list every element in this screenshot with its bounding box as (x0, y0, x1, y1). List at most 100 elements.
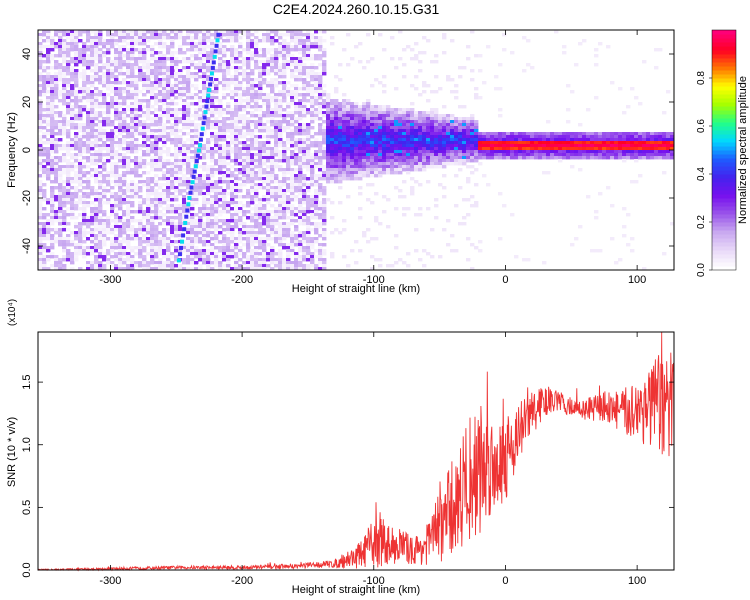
spectrogram-cell (142, 225, 147, 229)
spectrogram-cell (170, 252, 175, 256)
spectrogram-cell (286, 156, 291, 160)
spectrogram-cell (78, 75, 83, 79)
spectrogram-cell (302, 126, 307, 130)
spectrogram-cell (114, 126, 119, 130)
spectrogram-cell (78, 249, 83, 253)
spectrogram-cell (382, 159, 387, 163)
spectrogram-cell (322, 177, 327, 181)
spectrogram-cell (258, 108, 263, 112)
spectrogram-cell (110, 153, 115, 157)
spectrogram-cell (270, 39, 275, 43)
spectrogram-cell (94, 174, 99, 178)
spectrogram-cell (126, 123, 131, 127)
spectrogram-cell (218, 165, 223, 169)
spectrogram-cell (126, 213, 131, 217)
spectrogram-cell (38, 123, 43, 127)
spectrogram-cell (130, 216, 135, 220)
spectrogram-cell (374, 237, 379, 241)
spectrogram-cell (270, 99, 275, 103)
spectrogram-cell (278, 213, 283, 217)
spectrogram-cell (230, 198, 235, 202)
spectrogram-cell (382, 117, 387, 121)
spectrogram-cell (290, 102, 295, 106)
spectrogram-cell (238, 102, 243, 106)
spectrogram-cell (38, 33, 43, 37)
spectrogram-cell (118, 246, 123, 250)
spectrogram-cell (274, 165, 279, 169)
spectrogram-cell (258, 210, 263, 214)
spectrogram-cell (394, 234, 399, 238)
spectrogram-cell (166, 264, 171, 268)
spectrogram-cell (258, 162, 263, 166)
spectrogram-cell (166, 84, 171, 88)
spectrogram-cell (322, 264, 327, 268)
spectrogram-cell (154, 213, 159, 217)
spectrogram-cell (50, 54, 55, 58)
spectrogram-cell (238, 201, 243, 205)
spectrogram-cell (242, 225, 247, 229)
spectrogram-cell (182, 102, 187, 106)
spectrogram-cell (66, 222, 71, 226)
spectrogram-cell (330, 36, 335, 40)
spectrogram-cell (194, 78, 199, 82)
spectrogram-cell (234, 90, 239, 94)
spectrogram-cell (358, 114, 363, 118)
spectrogram-cell (350, 162, 355, 166)
spectrogram-cell (82, 51, 87, 55)
spectrogram-cell (414, 75, 419, 79)
spectrogram-cell (202, 261, 207, 265)
spectrogram-cell (294, 225, 299, 229)
spectrogram-cell (130, 120, 135, 124)
spectrogram-cell (58, 159, 63, 163)
spectrogram-cell (246, 117, 251, 121)
spectrogram-cell (246, 45, 251, 49)
spectrogram-cell (254, 186, 259, 190)
spectrogram-cell (270, 189, 275, 193)
spectrogram-cell (302, 141, 307, 145)
spectrogram-cell (214, 198, 219, 202)
spectrogram-cell (266, 156, 271, 160)
spectrogram-cell (110, 63, 115, 67)
spectrogram-cell (346, 165, 351, 169)
spectrogram-cell (258, 66, 263, 70)
spectrogram-cell (246, 93, 251, 97)
spectrogram-cell (110, 141, 115, 145)
spectrogram-cell (106, 138, 111, 142)
spectrogram-cell (74, 96, 79, 100)
spectrogram-cell (154, 135, 159, 139)
spectrogram-cell (246, 78, 251, 82)
spectrogram-cell (54, 210, 59, 214)
spectrogram-cell (306, 66, 311, 70)
spectrogram-cell (122, 60, 127, 64)
spectrogram-cell (158, 60, 163, 64)
spectrogram-cell (274, 258, 279, 262)
spectrogram-cell (102, 231, 107, 235)
spectrogram-cell (114, 156, 119, 160)
spectrogram-cell (50, 48, 55, 52)
spectrogram-cell (238, 114, 243, 118)
spectrogram-cell (182, 78, 187, 82)
spectrogram-cell (346, 105, 351, 109)
spectrogram-cell (158, 30, 163, 34)
spectrogram-cell (166, 117, 171, 121)
spectrogram-cell (198, 183, 203, 187)
spectrogram-cell (110, 72, 115, 76)
spectrogram-cell (210, 51, 215, 55)
spectrogram-cell (362, 156, 367, 160)
spectrogram-cell (290, 129, 295, 133)
spectrogram-cell (338, 144, 343, 148)
spectrogram-cell (290, 207, 295, 211)
spectrogram-cell (194, 225, 199, 229)
spectrogram-cell (242, 117, 247, 121)
spectrogram-cell (266, 174, 271, 178)
spectrogram-cell (218, 63, 223, 67)
spectrogram-cell (50, 195, 55, 199)
spectrogram-cell (410, 144, 415, 148)
spectrogram-cell (306, 246, 311, 250)
spectrogram-cell (210, 135, 215, 139)
spectrogram-cell (358, 156, 363, 160)
spectrogram-cell (50, 264, 55, 268)
spectrogram-cell (282, 93, 287, 97)
spectrogram-cell (266, 120, 271, 124)
spectrogram-cell (386, 147, 391, 151)
